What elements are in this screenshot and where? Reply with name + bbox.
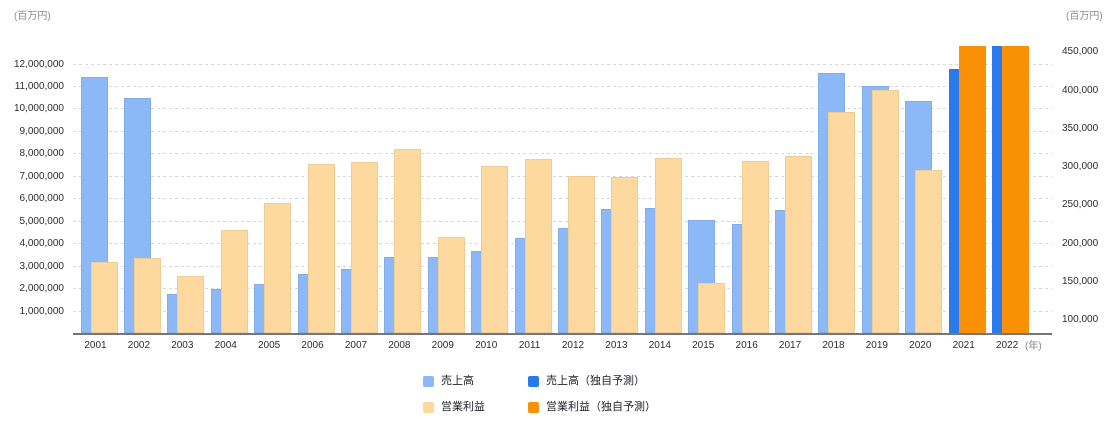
right-axis-tick: 450,000 xyxy=(1062,46,1099,58)
x-axis-tick: 2015 xyxy=(692,340,715,351)
bar-profit-2010[interactable] xyxy=(481,166,509,333)
plot-area xyxy=(73,46,1052,335)
legend-item-2[interactable]: 売上高（独自予測） xyxy=(528,375,656,388)
bar-profit-2015[interactable] xyxy=(698,282,726,333)
x-axis-tick: 2002 xyxy=(127,340,151,351)
bar-profit-2013[interactable] xyxy=(611,176,639,333)
bar-profit-2014[interactable] xyxy=(654,157,682,333)
legend-swatch-icon xyxy=(528,376,539,387)
right-axis-unit-label: (百万円) xyxy=(1066,11,1103,22)
x-axis-tick: 2012 xyxy=(561,340,585,351)
right-axis: 100,000 150,000 200,000 250,000 300,000 350,0… xyxy=(1062,46,1120,333)
gridline xyxy=(73,175,1052,177)
x-axis: 2001 2002 2003 2004 2005 2006 2007 2008 2009 2010… xyxy=(0,340,1120,354)
bar-profit-2019[interactable] xyxy=(871,89,899,333)
gridline xyxy=(73,153,1052,155)
left-axis-tick: 10,000,000 xyxy=(13,103,64,115)
bar-profit-forecast-2021[interactable] xyxy=(958,46,986,333)
bar-profit-2017[interactable] xyxy=(785,156,813,333)
left-axis-tick: 2,000,000 xyxy=(19,283,65,295)
x-axis-tick: 2009 xyxy=(431,340,454,351)
legend-item-1[interactable]: 売上高 xyxy=(423,375,528,388)
bar-profit-2001[interactable] xyxy=(90,261,118,333)
legend-label: 売上高（独自予測） xyxy=(546,375,645,387)
bar-profit-2011[interactable] xyxy=(524,158,552,333)
left-axis-unit-label: (百万円) xyxy=(14,11,51,22)
gridline xyxy=(73,63,1052,65)
left-axis-tick: 9,000,000 xyxy=(19,125,65,137)
x-axis-unit-label: (年) xyxy=(1025,341,1042,352)
x-axis-tick: 2001 xyxy=(84,340,107,351)
left-axis-tick: 8,000,000 xyxy=(19,148,65,160)
legend-swatch-icon xyxy=(423,376,434,387)
right-axis-tick: 150,000 xyxy=(1062,275,1099,287)
x-axis-tick: 2021 xyxy=(952,340,975,351)
x-axis-tick: 2005 xyxy=(258,340,281,351)
legend-label: 売上高 xyxy=(441,375,474,387)
bar-profit-2020[interactable] xyxy=(915,169,943,333)
left-axis-tick: 5,000,000 xyxy=(19,215,65,227)
legend-label: 営業利益（独自予測） xyxy=(546,401,656,413)
x-axis-tick: 2006 xyxy=(301,340,324,351)
x-axis-tick: 2019 xyxy=(865,340,888,351)
x-axis-tick: 2016 xyxy=(735,340,758,351)
x-axis-tick: 2017 xyxy=(778,340,802,351)
left-axis-tick: 3,000,000 xyxy=(19,260,65,272)
right-axis-tick: 400,000 xyxy=(1062,84,1099,96)
legend-swatch-icon xyxy=(423,402,434,413)
bar-profit-2004[interactable] xyxy=(220,230,248,333)
gridline xyxy=(73,198,1052,200)
x-axis-tick: 2013 xyxy=(605,340,628,351)
bar-profit-2009[interactable] xyxy=(437,236,465,333)
legend-item-3[interactable]: 営業利益 xyxy=(423,401,528,414)
gridline xyxy=(73,85,1052,87)
left-axis-tick: 11,000,000 xyxy=(14,80,64,92)
x-axis-tick: 2014 xyxy=(648,340,671,351)
bar-profit-forecast-2022[interactable] xyxy=(1002,46,1030,333)
legend-swatch-icon xyxy=(528,402,539,413)
x-axis-tick: 2020 xyxy=(909,340,932,351)
bar-profit-2018[interactable] xyxy=(828,111,856,333)
left-axis: 1,000,000 2,000,000 3,000,000 4,000,000 5,00… xyxy=(0,46,64,333)
bar-profit-2005[interactable] xyxy=(264,202,292,333)
x-axis-tick: 2004 xyxy=(214,340,237,351)
right-axis-tick: 350,000 xyxy=(1062,122,1099,134)
x-axis-tick: 2010 xyxy=(475,340,498,351)
bar-profit-2003[interactable] xyxy=(177,275,205,333)
x-axis-tick: 2022 xyxy=(995,340,1019,351)
bar-profit-2012[interactable] xyxy=(568,176,595,333)
left-axis-tick: 4,000,000 xyxy=(19,238,65,250)
gridline xyxy=(73,130,1052,132)
x-axis-tick: 2003 xyxy=(171,340,194,351)
x-axis-tick: 2007 xyxy=(344,340,368,351)
bar-profit-2002[interactable] xyxy=(133,258,161,333)
gridline xyxy=(73,220,1052,222)
left-axis-tick: 7,000,000 xyxy=(19,170,65,182)
x-axis-tick: 2018 xyxy=(822,340,845,351)
right-axis-tick: 300,000 xyxy=(1062,161,1099,173)
bar-profit-2007[interactable] xyxy=(350,162,378,333)
legend-label: 営業利益 xyxy=(441,401,485,413)
bar-profit-2006[interactable] xyxy=(307,163,335,333)
right-axis-tick: 100,000 xyxy=(1062,314,1099,326)
bar-profit-2008[interactable] xyxy=(394,148,422,333)
legend: 売上高 売上高（独自予測） 営業利益 営業利益（独自予測） xyxy=(423,375,656,414)
right-axis-tick: 200,000 xyxy=(1062,237,1099,249)
gridline xyxy=(73,108,1052,110)
right-axis-tick: 250,000 xyxy=(1062,199,1099,211)
left-axis-tick: 1,000,000 xyxy=(19,305,65,317)
left-axis-tick: 6,000,000 xyxy=(19,193,65,205)
legend-item-4[interactable]: 営業利益（独自予測） xyxy=(528,401,656,414)
left-axis-tick: 12,000,000 xyxy=(13,58,64,70)
bar-profit-2016[interactable] xyxy=(741,160,769,333)
x-axis-tick: 2011 xyxy=(518,340,541,351)
x-axis-tick: 2008 xyxy=(388,340,411,351)
